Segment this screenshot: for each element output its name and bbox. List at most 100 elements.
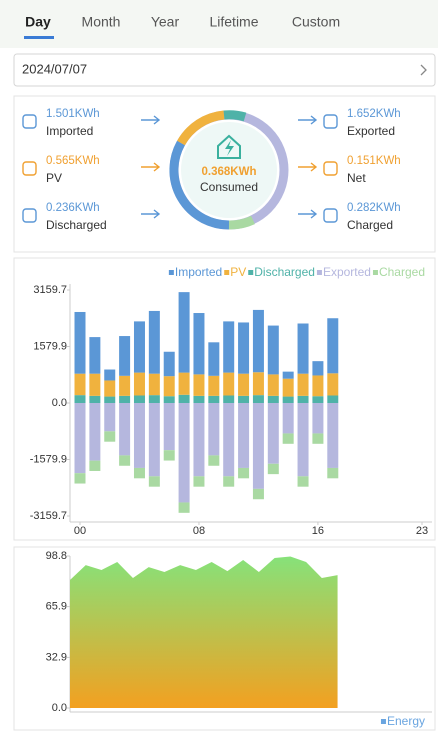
bar-segment <box>193 395 205 403</box>
flow-value: 0.565KWh <box>46 155 100 167</box>
bar-segment <box>282 371 294 379</box>
date-text: 2024/07/07 <box>22 61 87 76</box>
donut <box>169 110 289 230</box>
bolt-icon <box>225 140 234 156</box>
bar-segment <box>148 403 160 477</box>
legend-swatch <box>248 270 254 275</box>
bar-segment <box>267 325 279 375</box>
bar-segment <box>297 323 309 374</box>
tab[interactable]: Month <box>82 14 121 30</box>
bar-segment <box>163 376 175 397</box>
tab[interactable]: Day <box>25 14 51 30</box>
bar-segment <box>297 403 309 477</box>
bar-segment <box>119 395 131 403</box>
x-tick-label: 08 <box>193 525 205 537</box>
flow-icon <box>323 208 338 223</box>
bar-segment <box>163 403 175 451</box>
y-tick-label: 98.8 <box>46 550 67 562</box>
bar-segment <box>282 378 294 397</box>
flow-items: 1.501KWh Imported 0.565KWh PV 0.236KWh Discha… <box>22 108 401 232</box>
bar-segment <box>178 403 190 503</box>
bar-segment <box>178 372 190 395</box>
bar-segment <box>208 455 220 466</box>
bar-segment <box>238 395 250 403</box>
bar-segment <box>208 395 220 403</box>
tab-underline <box>24 36 54 39</box>
bar-segment <box>193 374 205 396</box>
date-selector[interactable] <box>13 53 436 87</box>
y-tick-label: 0.0 <box>52 702 67 714</box>
bar-segment <box>119 455 131 466</box>
bar-chart: Charged Exported Discharged PV Imported 3159.… <box>30 265 432 537</box>
y-tick-label: 32.9 <box>46 651 67 663</box>
bar-segment <box>267 463 279 475</box>
bar-segment <box>252 403 264 489</box>
bar-segment <box>282 403 294 434</box>
date-arrow[interactable] <box>420 64 427 76</box>
flow-arrow <box>141 115 161 125</box>
house-icon <box>217 134 241 159</box>
flow-icon <box>323 114 338 129</box>
bar-segment <box>178 292 190 373</box>
flow-label: Discharged <box>46 218 107 232</box>
donut-seg <box>177 110 225 146</box>
bar-segment <box>238 373 250 396</box>
y-tick-label: 3159.7 <box>33 284 67 296</box>
bar-segment <box>89 403 101 461</box>
bar-segment <box>119 336 131 376</box>
bar-segment <box>148 310 160 374</box>
bar-segment <box>89 337 101 374</box>
legend-label: PV <box>230 265 246 279</box>
bar-segment <box>312 361 324 376</box>
bar-segment <box>208 342 220 376</box>
bar-segment <box>282 433 294 444</box>
bar-segment <box>312 433 324 444</box>
bar-segment <box>267 403 279 464</box>
y-tick-label: 65.9 <box>46 601 67 613</box>
bar-segment <box>327 373 339 396</box>
legend-swatch <box>380 719 386 724</box>
flow-arrow <box>141 162 161 172</box>
flow-label: PV <box>46 171 62 185</box>
bar-segment <box>223 395 235 403</box>
bar-segment <box>104 403 116 432</box>
bar-segment <box>223 476 235 487</box>
legend-label: Imported <box>175 265 222 279</box>
legend-label: Exported <box>323 265 371 279</box>
flow-value: 1.652KWh <box>347 108 401 120</box>
x-tick-label: 16 <box>312 525 324 537</box>
flow-arrow <box>298 209 318 219</box>
legend-swatch <box>372 270 378 275</box>
bar-segment <box>252 488 264 500</box>
bar-segment <box>74 395 86 403</box>
bar-segment <box>119 403 131 456</box>
bar-segment <box>119 375 131 396</box>
flow-label: Imported <box>46 124 93 138</box>
tab[interactable]: Lifetime <box>209 14 258 30</box>
flow-value: 0.236KWh <box>46 202 100 214</box>
bar-segment <box>223 321 235 373</box>
bar-segment <box>238 403 250 468</box>
flow-value: 1.501KWh <box>46 108 100 120</box>
bar-segment <box>74 373 86 396</box>
bar-segment <box>104 431 116 442</box>
bar-segment <box>133 395 145 403</box>
bar-segment <box>163 351 175 377</box>
bar-segment <box>163 396 175 403</box>
legend-swatch <box>224 270 230 275</box>
x-tick-label: 00 <box>74 525 86 537</box>
tab[interactable]: Year <box>151 14 180 30</box>
flow-value: 0.151KWh <box>347 155 401 167</box>
tab[interactable]: Custom <box>292 14 340 30</box>
bar-segment <box>74 403 86 474</box>
area-chart: 0.0 32.9 65.9 98.8 Energy <box>46 550 432 728</box>
consumed-value: 0.368KWh <box>202 166 257 178</box>
bar-segment <box>297 395 309 403</box>
flow-icon <box>22 161 37 176</box>
flow-icon <box>22 208 37 223</box>
flow-value: 0.282KWh <box>347 202 401 214</box>
bar-segment <box>208 375 220 396</box>
bar-segment <box>238 322 250 374</box>
bar-segment <box>208 403 220 456</box>
bar-segment <box>223 403 235 477</box>
